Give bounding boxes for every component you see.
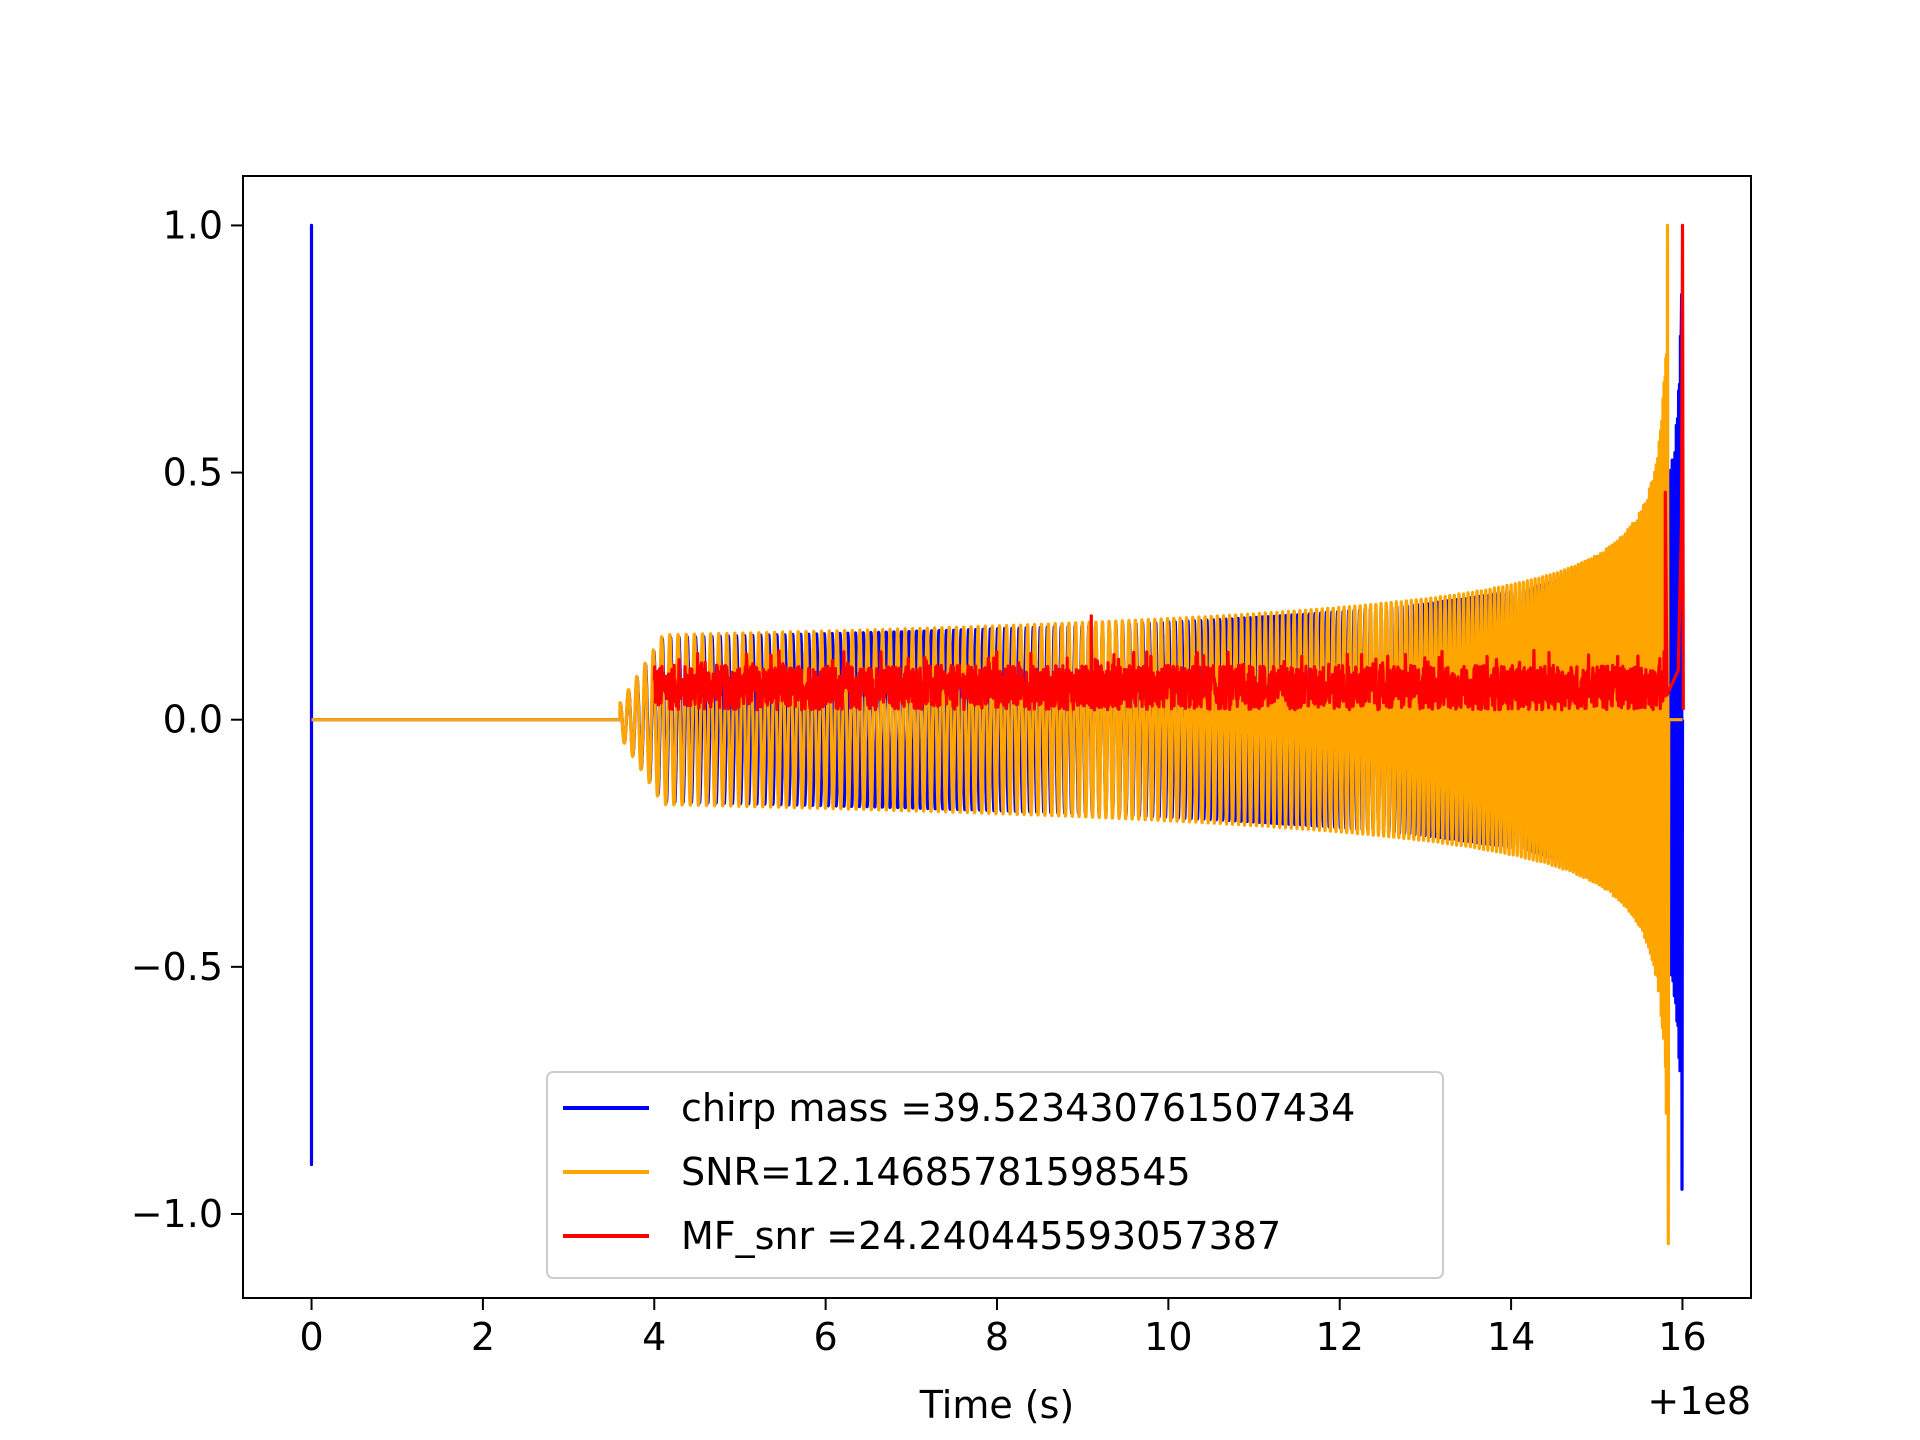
x-tick-label: 8 [985, 1315, 1009, 1359]
y-tick-label: 1.0 [163, 203, 223, 247]
legend-label: SNR=12.14685781598545 [681, 1150, 1191, 1194]
x-offset-label: +1e8 [1647, 1379, 1751, 1423]
legend-box [546, 1071, 1444, 1279]
series-layer [309, 223, 1685, 1246]
y-tick-label: 0.0 [163, 698, 223, 742]
series-line-mf-snr [652, 223, 1685, 712]
x-tick-label: 6 [814, 1315, 838, 1359]
x-tick-label: 0 [299, 1315, 323, 1359]
x-tick-label: 10 [1144, 1315, 1192, 1359]
legend-label: chirp mass =39.523430761507434 [681, 1086, 1355, 1130]
y-tick-label: −0.5 [131, 945, 223, 989]
x-tick-label: 12 [1316, 1315, 1364, 1359]
y-tick-label: 0.5 [163, 451, 223, 495]
x-tick-label: 2 [471, 1315, 495, 1359]
x-tick-label: 16 [1658, 1315, 1706, 1359]
x-axis: 0 2 4 6 8 10 12 14 16 [299, 1298, 1707, 1359]
series-line-snr [311, 223, 1683, 1246]
x-axis-label: Time (s) [919, 1383, 1075, 1427]
x-tick-label: 4 [642, 1315, 666, 1359]
y-axis: 1.0 0.5 0.0 −0.5 −1.0 [131, 203, 243, 1236]
legend: chirp mass =39.523430761507434 SNR=12.146… [546, 1071, 1444, 1279]
x-tick-label: 14 [1487, 1315, 1535, 1359]
y-tick-label: −1.0 [131, 1192, 223, 1236]
legend-label: MF_snr =24.240445593057387 [681, 1214, 1281, 1258]
